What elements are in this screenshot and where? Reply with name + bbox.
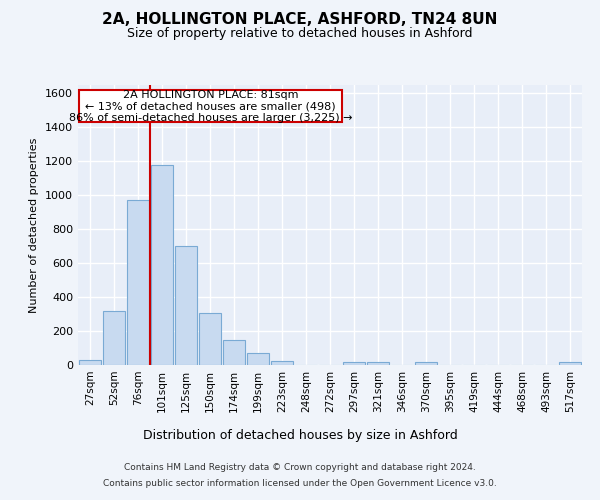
Bar <box>223 340 245 365</box>
Text: 2A, HOLLINGTON PLACE, ASHFORD, TN24 8UN: 2A, HOLLINGTON PLACE, ASHFORD, TN24 8UN <box>103 12 497 28</box>
Bar <box>271 361 293 365</box>
Text: Size of property relative to detached houses in Ashford: Size of property relative to detached ho… <box>127 28 473 40</box>
Bar <box>127 200 149 365</box>
Bar <box>343 362 365 365</box>
Text: 2A HOLLINGTON PLACE: 81sqm
← 13% of detached houses are smaller (498)
86% of sem: 2A HOLLINGTON PLACE: 81sqm ← 13% of deta… <box>69 90 352 123</box>
Bar <box>151 165 173 365</box>
Bar <box>367 362 389 365</box>
Bar <box>559 362 581 365</box>
Text: Distribution of detached houses by size in Ashford: Distribution of detached houses by size … <box>143 428 457 442</box>
Bar <box>79 360 101 365</box>
Text: Contains HM Land Registry data © Crown copyright and database right 2024.: Contains HM Land Registry data © Crown c… <box>124 464 476 472</box>
Bar <box>103 310 125 365</box>
Bar <box>247 353 269 365</box>
Bar <box>199 313 221 365</box>
Y-axis label: Number of detached properties: Number of detached properties <box>29 138 40 312</box>
Bar <box>175 246 197 365</box>
Text: Contains public sector information licensed under the Open Government Licence v3: Contains public sector information licen… <box>103 478 497 488</box>
Bar <box>415 362 437 365</box>
